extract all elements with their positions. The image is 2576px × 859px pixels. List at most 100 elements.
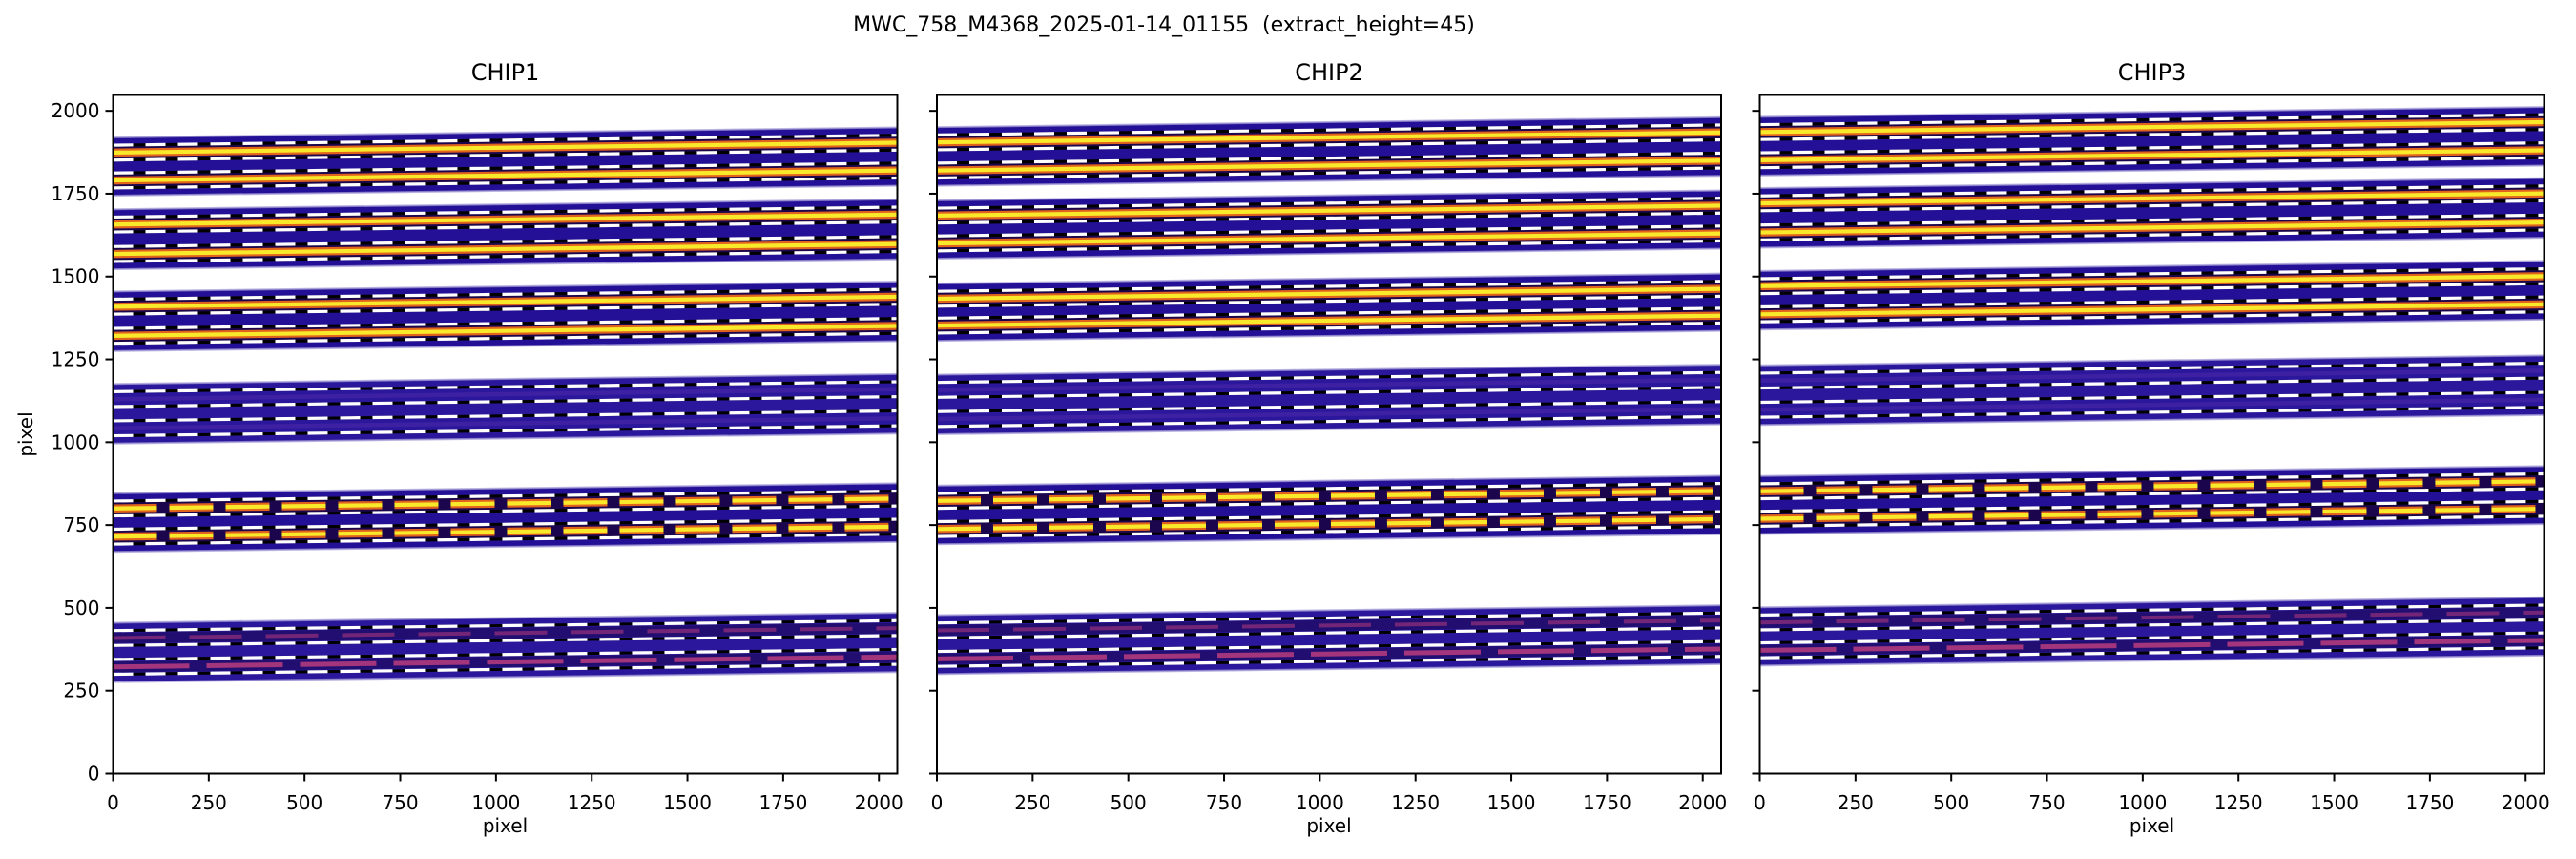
extraction-boundary-dashed	[1759, 184, 2545, 198]
extraction-boundary-dashed	[113, 205, 898, 220]
extraction-boundary-dashed	[113, 317, 898, 330]
spectral-trace-line	[936, 489, 1722, 503]
axes-frame	[1758, 94, 2545, 775]
extraction-boundary-dashed	[113, 409, 898, 423]
extraction-boundary-dashed	[1759, 128, 2545, 141]
axes-title: CHIP2	[1295, 59, 1363, 86]
extraction-boundary-dashed	[1759, 603, 2545, 617]
band-edge-fringe	[113, 482, 898, 494]
axes-frame	[112, 94, 899, 775]
x-axis-label: pixel	[483, 814, 528, 837]
extraction-boundary-dashed	[1759, 618, 2545, 632]
band-edge-fringe	[113, 258, 898, 271]
spectral-trace-line	[936, 407, 1722, 422]
x-tick-label: 1000	[1296, 791, 1344, 814]
x-tick-label: 0	[107, 791, 119, 814]
extraction-boundary-dashed	[936, 496, 1722, 511]
x-tick-label: 1500	[1487, 791, 1536, 814]
band-edge-fringe	[936, 272, 1722, 285]
x-tick-label: 1750	[1583, 791, 1631, 814]
figure-suptitle: MWC_758_M4368_2025-01-14_01155 (extract_…	[853, 13, 1475, 37]
x-tick-label: 250	[1838, 791, 1874, 814]
band-edge-fringe	[936, 364, 1722, 376]
extraction-boundary-dashed	[1759, 376, 2545, 390]
x-tick-label: 1750	[2405, 791, 2454, 814]
extraction-boundary-dashed	[936, 306, 1722, 320]
extraction-boundary-dashed	[113, 235, 898, 248]
spectral-trace-line	[1759, 479, 2545, 493]
extraction-boundary-dashed	[113, 394, 898, 409]
spectral-trace-line	[113, 140, 898, 156]
spectral-trace-line	[936, 313, 1722, 328]
band-edge-fringe	[1759, 413, 2545, 427]
spectral-trace-line	[1759, 397, 2545, 412]
x-tick-label: 1000	[471, 791, 520, 814]
extraction-boundary-dashed	[1759, 113, 2545, 127]
band-edge-fringe	[113, 612, 898, 624]
axes-title: CHIP3	[2118, 59, 2187, 86]
spectral-trace-line	[1759, 368, 2545, 384]
extraction-boundary-dashed	[936, 166, 1722, 180]
extraction-boundary-dashed	[936, 151, 1722, 165]
spectral-trace-line	[936, 516, 1722, 532]
extraction-boundary-dashed	[936, 280, 1722, 293]
x-tick-label: 1250	[1391, 791, 1440, 814]
y-tick-label: 2000	[52, 99, 100, 122]
spectral-trace-line	[936, 231, 1722, 246]
extraction-boundary-dashed	[936, 639, 1722, 654]
band-edge-fringe	[1759, 654, 2545, 667]
extraction-boundary-dashed	[113, 634, 898, 647]
extraction-boundary-dashed	[1759, 646, 2545, 660]
extraction-boundary-dashed	[1759, 141, 2545, 155]
x-tick-label: 2000	[1678, 791, 1727, 814]
y-axis-label: pixel	[14, 411, 37, 456]
extraction-boundary-dashed	[1759, 266, 2545, 281]
band-edge-fringe	[936, 329, 1722, 343]
spectral-trace-line	[113, 524, 898, 539]
extraction-boundary-dashed	[113, 287, 898, 302]
spectral-trace-line	[1759, 191, 2545, 206]
y-tick-label: 1750	[52, 182, 100, 205]
extraction-boundary-dashed	[936, 211, 1722, 225]
spectral-trace-line	[1759, 220, 2545, 235]
extraction-boundary-dashed	[936, 481, 1722, 495]
spectral-trace-line	[936, 203, 1722, 218]
band-edge-fringe	[1759, 105, 2545, 118]
extraction-boundary-dashed	[1759, 213, 2545, 227]
extraction-boundary-dashed	[113, 618, 898, 633]
x-tick-label: 250	[1014, 791, 1050, 814]
y-tick-label: 500	[63, 597, 99, 619]
extraction-boundary-dashed	[936, 400, 1722, 413]
band-edge-fringe	[113, 432, 898, 445]
extraction-boundary-dashed	[113, 662, 898, 677]
extraction-boundary-dashed	[1759, 390, 2545, 405]
spectral-trace-line	[1759, 274, 2545, 288]
x-tick-label: 750	[2028, 791, 2065, 814]
band-edge-fringe	[936, 533, 1722, 546]
extraction-boundary-dashed	[113, 533, 898, 546]
y-tick-label: 250	[63, 680, 99, 702]
x-tick-label: 1250	[2214, 791, 2263, 814]
band-edge-fringe	[1759, 260, 2545, 272]
x-tick-label: 1500	[663, 791, 712, 814]
x-tick-label: 250	[191, 791, 227, 814]
extraction-boundary-dashed	[936, 655, 1722, 668]
band-edge-fringe	[936, 115, 1722, 129]
spectral-trace-line	[1759, 302, 2545, 317]
y-tick-label: 1500	[52, 265, 100, 288]
extraction-boundary-dashed	[1759, 361, 2545, 375]
extraction-boundary-dashed	[1759, 199, 2545, 213]
spectral-trace-line	[113, 241, 898, 257]
spectral-trace-line	[113, 324, 898, 338]
spectral-trace-line	[1759, 610, 2545, 625]
x-tick-label: 500	[1933, 791, 1969, 814]
axes-title: CHIP1	[471, 59, 540, 86]
y-tick-label: 0	[88, 763, 100, 786]
spectral-trace-line	[936, 618, 1722, 633]
band-edge-fringe	[936, 175, 1722, 187]
spectral-trace-line	[936, 158, 1722, 173]
extraction-boundary-dashed	[113, 380, 898, 393]
extraction-boundary-dashed	[936, 510, 1722, 524]
x-tick-label: 2000	[855, 791, 904, 814]
